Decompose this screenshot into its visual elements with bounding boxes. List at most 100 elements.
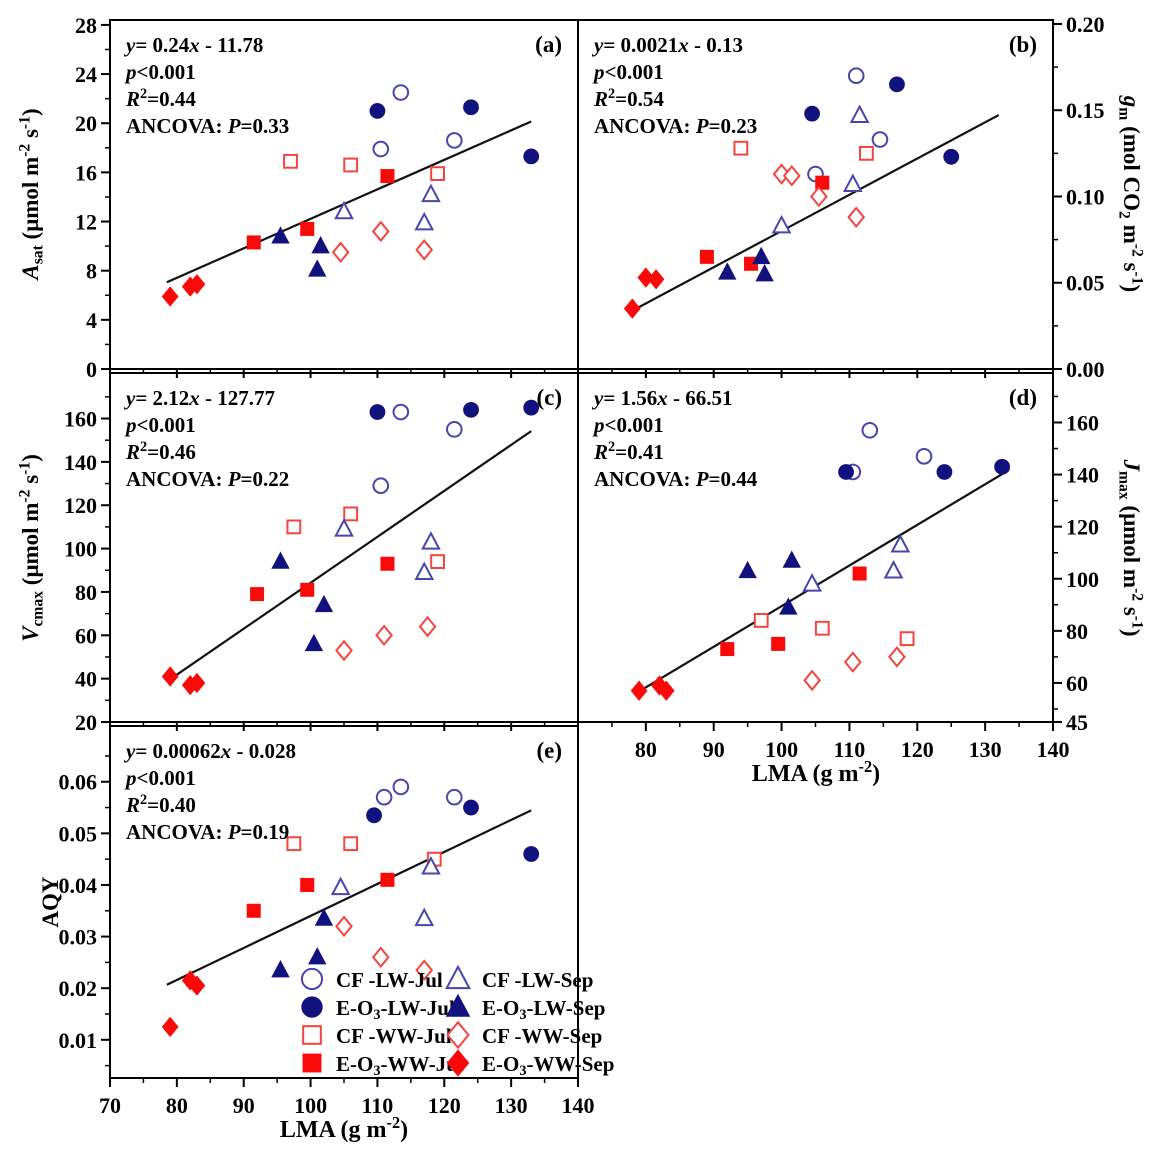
marker-cf-ww-sep (843, 651, 862, 673)
panel-d-y-tick-label: 45 (1066, 710, 1088, 735)
marker-eo3-ww-sep (161, 286, 179, 307)
marker-cf-lw-sep (414, 907, 435, 927)
panel-d-stats-line: ANCOVA: P=0.44 (594, 467, 758, 491)
marker-cf-lw-jul (847, 67, 865, 85)
panel-d-y-tick-label: 80 (1066, 619, 1088, 644)
panel-d-regression-line (635, 469, 1010, 695)
panel-d-y-ticks (1053, 395, 1062, 723)
panel-e-y-ticks (101, 755, 110, 1067)
panel-e-x-tick-label: 100 (294, 1093, 327, 1118)
panel-d-x-tick-label: 130 (969, 737, 1002, 762)
marker-cf-ww-sep (772, 163, 791, 185)
marker-eo3-ww-jul (300, 877, 315, 892)
marker-cf-lw-jul (861, 421, 879, 439)
marker-cf-lw-jul (446, 421, 463, 438)
legend: CF -LW-Jul CF -LW-Sep E-O3-LW-Jul E-O3-LW-S… (300, 964, 614, 1079)
panel-c-y-tick-label: 20 (75, 710, 97, 735)
marker-eo3-lw-jul (463, 799, 479, 816)
marker-eo3-lw-sep (304, 633, 324, 652)
marker-eo3-ww-sep (623, 298, 641, 319)
marker-eo3-ww-jul (300, 221, 315, 236)
marker-eo3-lw-sep (738, 560, 757, 579)
legend-entry-cf-ww-sep: CF -WW-Sep (446, 1020, 602, 1050)
panel-e-x-tick-label: 140 (562, 1093, 595, 1118)
marker-cf-ww-sep (888, 646, 906, 668)
marker-cf-ww-jul (343, 836, 359, 852)
marker-cf-ww-sep (335, 639, 353, 662)
panel-d-y-tick-label: 120 (1066, 515, 1099, 540)
marker-eo3-lw-jul (369, 103, 386, 119)
legend-entry-eo3-lw-sep: E-O3-LW-Sep (445, 993, 605, 1023)
marker-eo3-lw-jul (943, 148, 960, 165)
panel-d-stats-line: p<0.001 (592, 413, 664, 437)
marker-eo3-ww-jul (699, 249, 714, 264)
marker-eo3-ww-sep (161, 1016, 179, 1038)
marker-cf-lw-jul (392, 778, 410, 796)
marker-eo3-lw-jul (838, 464, 854, 480)
panel-c-y-tick-label: 140 (64, 450, 97, 475)
panel-e-y-tick-label: 0.05 (59, 821, 98, 846)
panel-c-stats-line: ANCOVA: P=0.22 (126, 467, 289, 491)
panel-e-x-ticks (109, 1078, 579, 1087)
marker-eo3-lw-sep (752, 246, 771, 265)
marker-cf-ww-sep (371, 946, 390, 968)
marker-eo3-ww-jul (246, 235, 261, 250)
panel-d-y-tick-label: 100 (1066, 567, 1099, 592)
marker-cf-lw-jul (915, 448, 933, 465)
panel-e-stats-line: p<0.001 (124, 766, 196, 790)
marker-cf-ww-jul (814, 620, 830, 636)
marker-eo3-lw-jul (523, 148, 540, 165)
panel-c-stats-line: p<0.001 (124, 413, 196, 437)
panel-a-y-tick-label: 4 (86, 308, 97, 333)
panel-d-stats-line: R2=0.41 (593, 439, 664, 464)
marker-cf-ww-sep-legend (446, 1020, 470, 1050)
marker-cf-lw-sep (334, 518, 354, 537)
panel-b-stats-line: ANCOVA: P=0.23 (594, 114, 757, 138)
marker-eo3-lw-sep (271, 226, 290, 244)
marker-eo3-ww-jul (250, 587, 265, 602)
marker-cf-lw-jul (392, 84, 410, 101)
legend-label-eo3-ww-jul: E-O3-WW-Jul (336, 1052, 464, 1079)
legend-entry-cf-ww-jul: CF -WW-Jul (302, 1024, 452, 1048)
panel-e-stats-line: ANCOVA: P=0.19 (126, 820, 289, 844)
marker-cf-ww-jul (343, 157, 359, 173)
marker-cf-lw-sep (771, 214, 792, 234)
panel-b-y-tick-label: 0.10 (1066, 184, 1105, 209)
panel-e-x-tick-label: 90 (233, 1093, 255, 1118)
legend-label-cf-ww-sep: CF -WW-Sep (482, 1024, 602, 1048)
marker-eo3-ww-sep (161, 666, 179, 687)
panel-d: 45 60 80 100 120 140 160 80 90 100 110 120 130 140 y= … (577, 372, 1146, 787)
marker-eo3-lw-jul-legend (301, 996, 323, 1018)
legend-label-eo3-lw-jul: E-O3-LW-Jul (336, 996, 455, 1023)
marker-eo3-lw-jul (523, 399, 540, 416)
panel-e-y-axis-title: AQY (38, 876, 63, 928)
marker-eo3-ww-jul (380, 872, 395, 887)
legend-label-cf-lw-jul: CF -LW-Jul (336, 968, 443, 992)
marker-eo3-ww-jul-legend (302, 1053, 322, 1073)
marker-eo3-ww-jul (380, 556, 395, 571)
legend-entry-eo3-ww-jul: E-O3-WW-Jul (302, 1052, 464, 1079)
panel-a: 0 4 8 12 16 20 24 28 y= 0.24x - 11.78 p<0.001R2=0… (16, 13, 579, 382)
panel-b-stats-line: p<0.001 (592, 60, 664, 84)
marker-eo3-ww-jul (720, 642, 735, 657)
panel-e: 0.01 0.02 0.03 0.04 0.05 0.06 70 80 90 100 110 120 1… (38, 725, 595, 1143)
marker-cf-ww-jul (430, 166, 446, 182)
panel-d-stats-line: y= 1.56x - 66.51 (591, 386, 733, 410)
marker-cf-ww-jul-legend (302, 1025, 322, 1045)
marker-eo3-ww-sep (188, 274, 206, 295)
panel-c-y-tick-label: 80 (75, 580, 97, 605)
marker-cf-ww-jul (753, 613, 769, 628)
panel-c-y-tick-label: 100 (64, 537, 97, 562)
panel-d-y-tick-label: 140 (1066, 463, 1099, 488)
marker-cf-lw-sep (421, 531, 441, 550)
panel-a-y-tick-label: 0 (86, 357, 97, 382)
marker-cf-lw-sep (334, 200, 354, 220)
panel-a-y-tick-label: 12 (75, 210, 97, 235)
legend-entry-eo3-lw-jul: E-O3-LW-Jul (301, 996, 455, 1023)
panel-a-letter: (a) (535, 32, 562, 57)
panel-c-y-tick-label: 120 (64, 493, 97, 518)
marker-eo3-lw-sep (314, 908, 334, 926)
panel-d-letter: (d) (1009, 385, 1037, 410)
